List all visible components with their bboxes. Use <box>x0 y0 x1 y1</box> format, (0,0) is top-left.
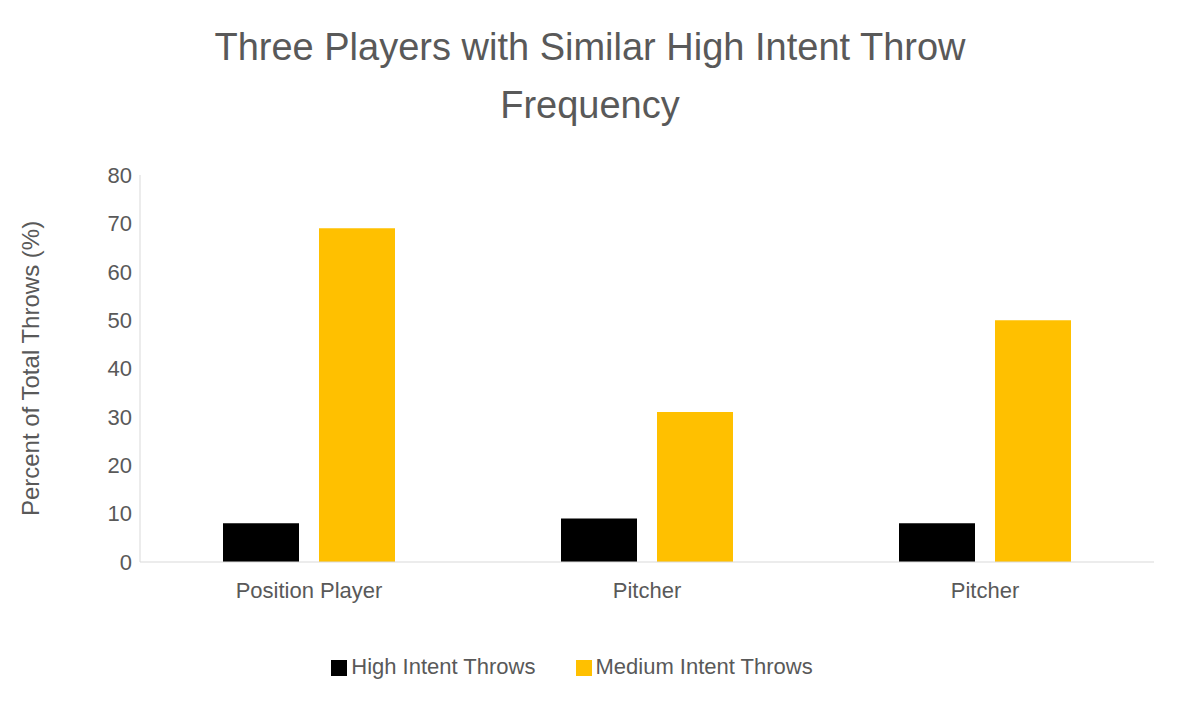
svg-text:30: 30 <box>108 405 132 430</box>
svg-text:60: 60 <box>108 260 132 285</box>
svg-text:70: 70 <box>108 211 132 236</box>
html-text:Medium Intent Throws: Medium Intent Throws <box>595 654 813 679</box>
html-text:High Intent Throws: High Intent Throws <box>351 654 536 679</box>
svg-text:50: 50 <box>108 308 132 333</box>
svg-text:40: 40 <box>108 356 132 381</box>
svg-text:80: 80 <box>108 163 132 188</box>
svg-text:Percent of Total Throws (%): Percent of Total Throws (%) <box>17 221 44 516</box>
svg-text:0: 0 <box>120 550 132 575</box>
svg-text:Pitcher: Pitcher <box>613 578 681 603</box>
svg-text:Pitcher: Pitcher <box>951 578 1019 603</box>
svg-text:10: 10 <box>108 501 132 526</box>
svg-text:Position Player: Position Player <box>236 578 383 603</box>
svg-text:20: 20 <box>108 453 132 478</box>
html-text:Three Players with Similar Hig: Three Players with Similar High Intent T… <box>214 26 966 126</box>
